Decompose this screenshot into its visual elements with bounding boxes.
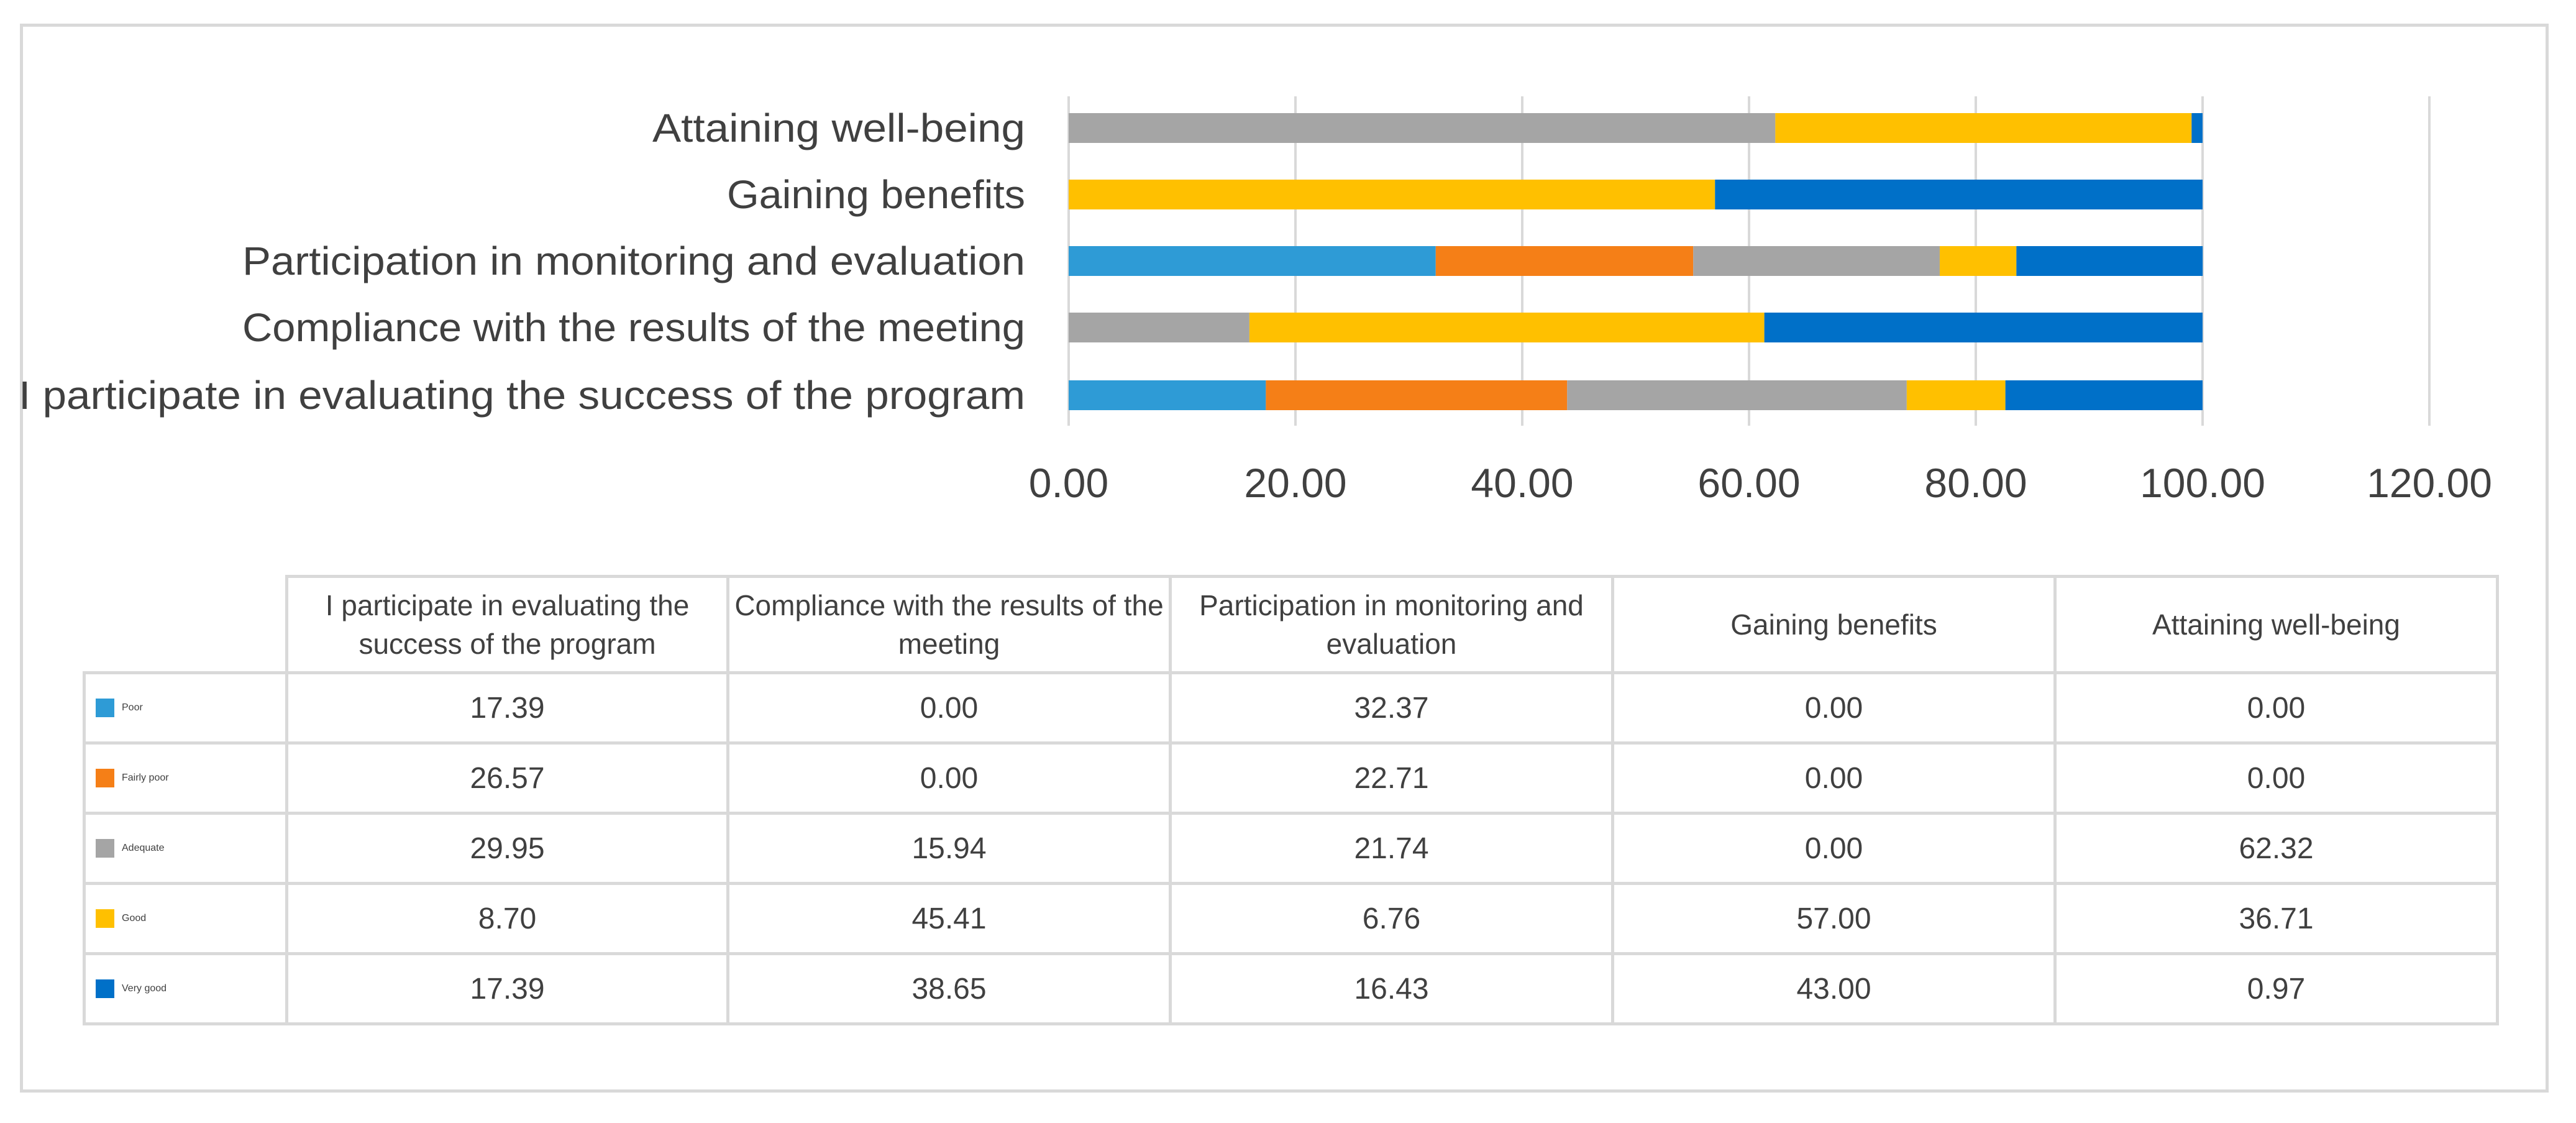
- bar-3-fairly-poor: [1435, 246, 1694, 276]
- bar-3-good: [1939, 246, 2017, 276]
- cell-adequate-1: 29.95: [285, 812, 729, 885]
- data-table: I participate in evaluating the success …: [83, 575, 2499, 1025]
- cell-fairly-poor-1: 26.57: [285, 741, 729, 815]
- category-label-3: Participation in monitoring and evaluati…: [242, 239, 1025, 283]
- x-axis-tick-labels: 0.00 20.00 40.00 60.00 80.00 100.00 120.00: [1029, 460, 2492, 506]
- category-label-5: Attaining well-being: [652, 106, 1025, 150]
- legend-text-good: Good: [122, 913, 147, 924]
- series-label-good: Good: [83, 882, 288, 955]
- cell-poor-2: 0.00: [726, 671, 1172, 745]
- cell-good-5: 36.71: [2053, 882, 2499, 955]
- table-header-2: Compliance with the results of the meeti…: [726, 575, 1172, 674]
- table-header-row: I participate in evaluating the success …: [84, 575, 2499, 674]
- cell-very-good-5: 0.97: [2053, 952, 2499, 1025]
- x-tick-label-6: 120.00: [2367, 460, 2492, 506]
- bar-5-adequate: [1069, 113, 1776, 143]
- cell-very-good-3: 16.43: [1169, 952, 1614, 1025]
- cell-adequate-3: 21.74: [1169, 812, 1614, 885]
- legend-text-fairly-poor: Fairly poor: [122, 772, 169, 783]
- cell-very-good-1: 17.39: [285, 952, 729, 1025]
- table-row-good: Good 8.70 45.41 6.76 57.00 36.71: [83, 882, 2499, 955]
- table-corner-cell: [84, 576, 288, 674]
- cell-good-2: 45.41: [726, 882, 1172, 955]
- legend-key-fairly-poor: [96, 769, 114, 787]
- table-header-4: Gaining benefits: [1611, 575, 2057, 674]
- legend-key-adequate: [96, 839, 114, 858]
- cell-good-3: 6.76: [1169, 882, 1614, 955]
- cell-fairly-poor-5: 0.00: [2053, 741, 2499, 815]
- cell-adequate-4: 0.00: [1611, 812, 2057, 885]
- legend-key-poor: [96, 699, 114, 717]
- series-label-poor: Poor: [83, 671, 288, 745]
- table-row-adequate: Adequate 29.95 15.94 21.74 0.00 62.32: [83, 812, 2499, 885]
- bar-5-good: [1775, 113, 2192, 143]
- table-header-5: Attaining well-being: [2053, 575, 2499, 674]
- table-header-3: Participation in monitoring and evaluati…: [1169, 575, 1614, 674]
- series-label-fairly-poor: Fairly poor: [83, 741, 288, 815]
- cell-good-1: 8.70: [285, 882, 729, 955]
- x-tick-label-3: 60.00: [1697, 460, 1800, 506]
- legend-key-very-good: [96, 979, 114, 998]
- bar-2-very-good: [1764, 313, 2203, 342]
- bars: [1069, 113, 2203, 410]
- legend-text-poor: Poor: [122, 702, 143, 713]
- bar-2-adequate: [1069, 313, 1249, 342]
- bar-3-poor: [1069, 246, 1436, 276]
- bar-1-good: [1906, 380, 2006, 410]
- table-header-1: I participate in evaluating the success …: [285, 575, 729, 674]
- legend-key-good: [96, 909, 114, 928]
- category-labels: I participate in evaluating the success …: [19, 106, 1025, 418]
- bar-2-good: [1249, 313, 1765, 342]
- x-tick-label-1: 20.00: [1244, 460, 1346, 506]
- bar-1-poor: [1069, 380, 1266, 410]
- category-label-1: I participate in evaluating the success …: [19, 373, 1025, 418]
- bar-5-very-good: [2191, 113, 2203, 143]
- x-tick-label-5: 100.00: [2140, 460, 2265, 506]
- table-body: Poor 17.39 0.00 32.37 0.00 0.00 Fairly poor 26.…: [83, 671, 2499, 1025]
- cell-fairly-poor-4: 0.00: [1611, 741, 2057, 815]
- bar-4-good: [1069, 180, 1715, 209]
- x-tick-label-0: 0.00: [1029, 460, 1108, 506]
- cell-good-4: 57.00: [1611, 882, 2057, 955]
- legend-text-very-good: Very good: [122, 983, 167, 994]
- bar-3-adequate: [1693, 246, 1940, 276]
- series-label-very-good: Very good: [83, 952, 288, 1025]
- cell-very-good-4: 43.00: [1611, 952, 2057, 1025]
- cell-poor-1: 17.39: [285, 671, 729, 745]
- cell-very-good-2: 38.65: [726, 952, 1172, 1025]
- cell-poor-4: 0.00: [1611, 671, 2057, 745]
- cell-fairly-poor-3: 22.71: [1169, 741, 1614, 815]
- table-row-very-good: Very good 17.39 38.65 16.43 43.00 0.97: [83, 952, 2499, 1025]
- category-label-2: Compliance with the results of the meeti…: [242, 305, 1025, 350]
- table-row-fairly-poor: Fairly poor 26.57 0.00 22.71 0.00 0.00: [83, 741, 2499, 815]
- stacked-bar-chart: I participate in evaluating the success …: [19, 96, 2492, 506]
- bar-4-very-good: [1715, 180, 2203, 209]
- category-label-4: Gaining benefits: [727, 172, 1025, 217]
- bar-3-very-good: [2016, 246, 2203, 276]
- series-label-adequate: Adequate: [83, 812, 288, 885]
- cell-adequate-5: 62.32: [2053, 812, 2499, 885]
- bar-1-fairly-poor: [1266, 380, 1568, 410]
- cell-poor-3: 32.37: [1169, 671, 1614, 745]
- bar-1-very-good: [2005, 380, 2203, 410]
- cell-fairly-poor-2: 0.00: [726, 741, 1172, 815]
- table-row-poor: Poor 17.39 0.00 32.37 0.00 0.00: [83, 671, 2499, 745]
- legend-text-adequate: Adequate: [122, 843, 165, 853]
- x-tick-label-4: 80.00: [1924, 460, 2027, 506]
- cell-poor-5: 0.00: [2053, 671, 2499, 745]
- x-tick-label-2: 40.00: [1471, 460, 1573, 506]
- bar-1-adequate: [1567, 380, 1907, 410]
- cell-adequate-2: 15.94: [726, 812, 1172, 885]
